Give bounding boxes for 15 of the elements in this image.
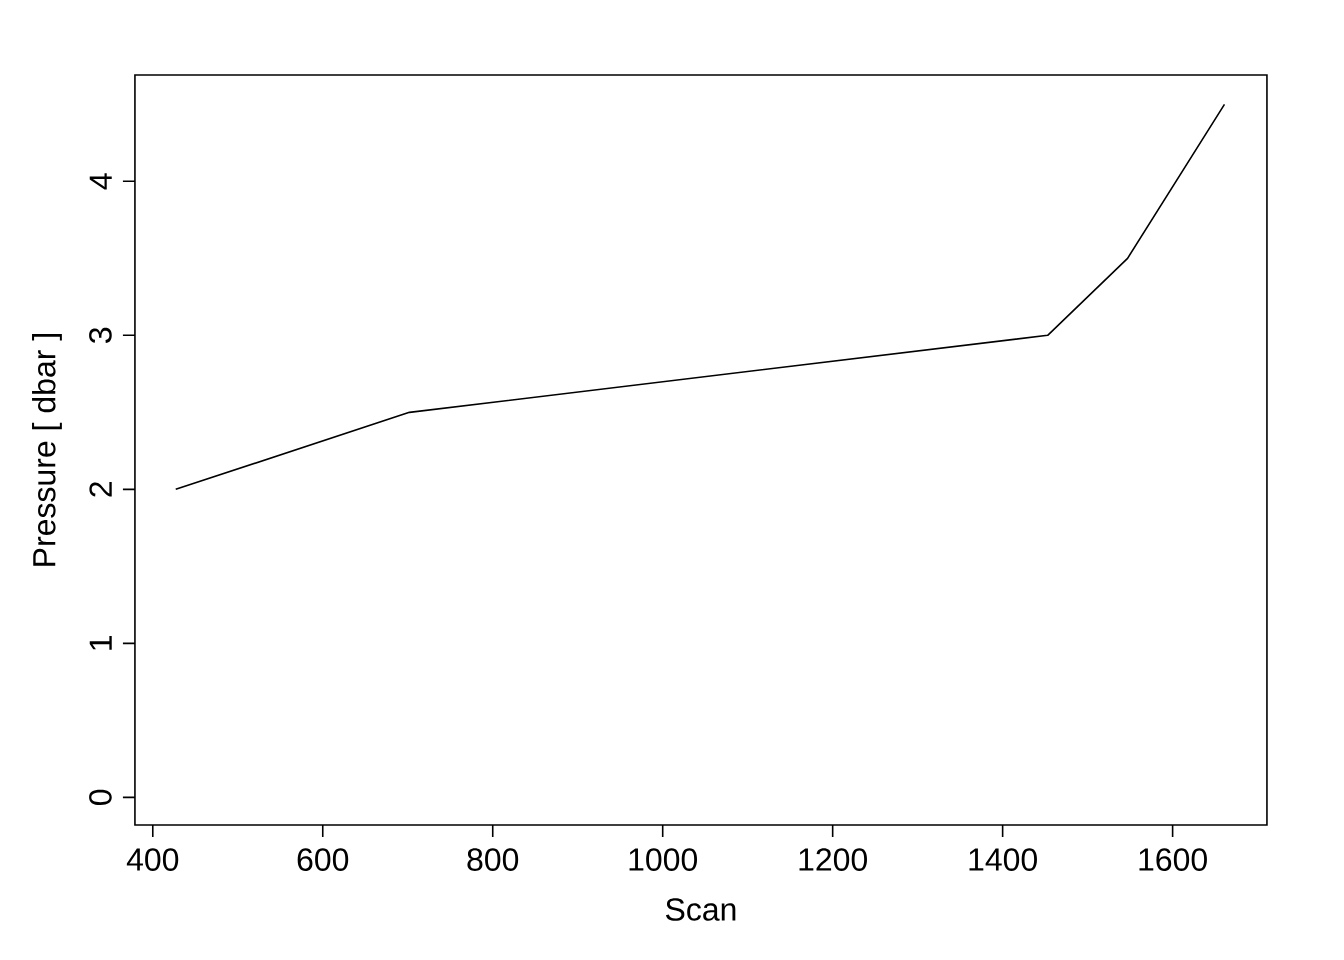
x-tick-label: 800 xyxy=(467,848,519,871)
y-tick-label: 1 xyxy=(89,635,112,650)
y-tick-label: 0 xyxy=(89,789,112,805)
x-tick-label: 1200 xyxy=(799,848,867,871)
x-tick-label: 1000 xyxy=(629,848,698,871)
x-tick-label: 600 xyxy=(297,848,349,871)
y-tick-label: 4 xyxy=(89,173,112,190)
x-tick-label: 1600 xyxy=(1139,848,1207,871)
x-axis-title: Scan xyxy=(665,898,736,921)
x-tick-label: 400 xyxy=(126,848,179,871)
y-tick-label: 2 xyxy=(89,482,112,497)
line-series xyxy=(174,103,1226,491)
y-tick-label: 3 xyxy=(89,327,112,344)
x-tick-label: 1400 xyxy=(969,848,1037,871)
y-axis-title: Pressure [ dbar ] xyxy=(32,334,62,566)
